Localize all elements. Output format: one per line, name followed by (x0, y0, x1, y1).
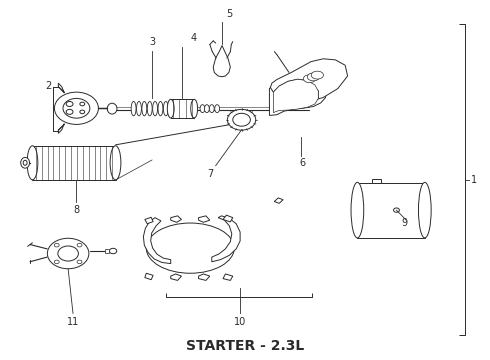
Ellipse shape (418, 182, 431, 238)
Text: 7: 7 (208, 169, 214, 179)
Text: 8: 8 (74, 205, 79, 215)
Text: 1: 1 (471, 175, 477, 185)
Ellipse shape (351, 182, 364, 238)
Bar (171, 99, 194, 118)
Ellipse shape (109, 248, 117, 254)
Ellipse shape (163, 102, 168, 116)
Polygon shape (144, 218, 171, 264)
Ellipse shape (80, 102, 85, 106)
Text: 4: 4 (191, 33, 197, 43)
Ellipse shape (215, 105, 220, 113)
Ellipse shape (200, 105, 205, 113)
Polygon shape (171, 216, 181, 222)
Text: 3: 3 (149, 37, 155, 46)
Polygon shape (198, 216, 210, 222)
Ellipse shape (227, 109, 256, 130)
Ellipse shape (54, 92, 98, 125)
Ellipse shape (107, 103, 117, 114)
Ellipse shape (21, 157, 29, 168)
Ellipse shape (191, 99, 197, 118)
Polygon shape (274, 198, 283, 203)
Ellipse shape (233, 113, 250, 126)
Text: 5: 5 (226, 9, 232, 19)
Ellipse shape (142, 102, 147, 116)
Polygon shape (198, 274, 210, 280)
Ellipse shape (63, 98, 90, 118)
Text: 9: 9 (401, 218, 408, 228)
Ellipse shape (131, 102, 136, 116)
Polygon shape (372, 179, 381, 183)
Ellipse shape (48, 238, 89, 269)
Polygon shape (212, 216, 240, 262)
Polygon shape (223, 215, 233, 222)
Ellipse shape (393, 208, 399, 212)
Polygon shape (213, 45, 230, 77)
Ellipse shape (54, 260, 59, 264)
Text: STARTER - 2.3L: STARTER - 2.3L (186, 339, 304, 353)
Polygon shape (58, 83, 64, 93)
Ellipse shape (147, 223, 234, 273)
Polygon shape (270, 73, 326, 116)
Ellipse shape (147, 102, 152, 116)
Text: 6: 6 (299, 158, 306, 168)
Bar (105, 249, 109, 253)
Ellipse shape (23, 160, 27, 165)
Ellipse shape (77, 243, 82, 247)
Ellipse shape (167, 99, 174, 118)
Ellipse shape (80, 110, 85, 114)
Ellipse shape (27, 146, 38, 180)
Polygon shape (58, 124, 64, 134)
Ellipse shape (311, 71, 323, 79)
Ellipse shape (66, 102, 73, 107)
Polygon shape (145, 273, 153, 280)
Polygon shape (223, 274, 233, 280)
Ellipse shape (158, 102, 163, 116)
Ellipse shape (137, 102, 142, 116)
Polygon shape (145, 217, 153, 224)
Ellipse shape (209, 105, 214, 113)
Ellipse shape (153, 102, 158, 116)
Text: 10: 10 (234, 317, 246, 327)
Bar (357, 183, 425, 238)
Polygon shape (171, 274, 181, 280)
Ellipse shape (58, 246, 78, 261)
Ellipse shape (303, 75, 316, 83)
Ellipse shape (54, 243, 59, 247)
Ellipse shape (66, 109, 73, 114)
Polygon shape (273, 79, 318, 113)
Ellipse shape (77, 260, 82, 264)
Ellipse shape (307, 73, 319, 81)
Polygon shape (270, 59, 347, 105)
Ellipse shape (110, 146, 121, 180)
Bar (32, 146, 116, 180)
Text: 2: 2 (46, 81, 52, 91)
Text: 11: 11 (67, 317, 79, 327)
Ellipse shape (204, 105, 209, 113)
